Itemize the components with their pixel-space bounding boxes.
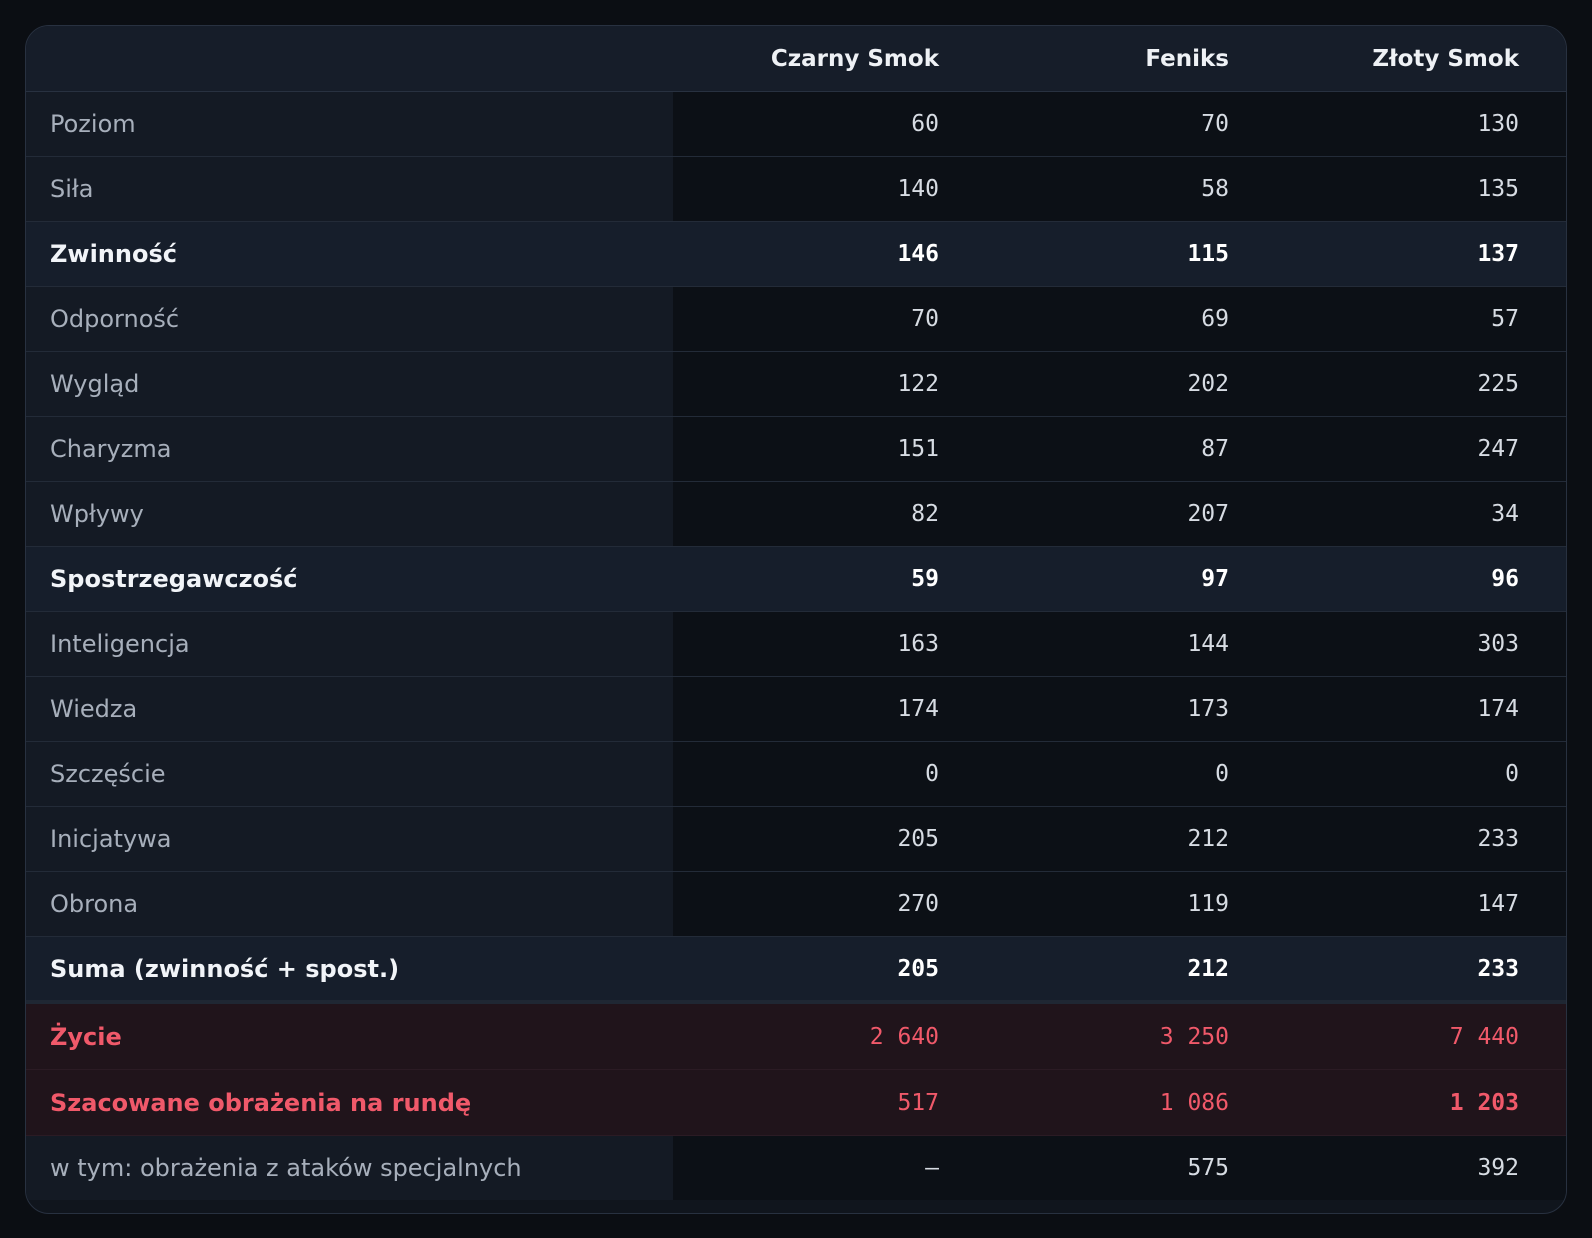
cell-value: 115 <box>1187 241 1229 267</box>
cell-value: 151 <box>897 436 939 462</box>
cell-value: 212 <box>1187 955 1229 982</box>
table-row: Charyzma 151 87 247 <box>26 417 1566 482</box>
cell-value: 174 <box>1477 696 1519 722</box>
table-row-highlighted: Spostrzegawczość 59 97 96 <box>26 547 1566 612</box>
column-header-feniks: Feniks <box>1145 45 1229 72</box>
table-row: Siła 140 58 135 <box>26 157 1566 222</box>
cell-value: 205 <box>897 826 939 852</box>
row-label: Inteligencja <box>26 612 673 676</box>
column-header-czarny-smok: Czarny Smok <box>770 45 939 72</box>
table-header: Czarny Smok Feniks Złoty Smok <box>26 26 1566 92</box>
cell-value: 205 <box>897 955 939 982</box>
cell-value: 233 <box>1477 826 1519 852</box>
row-label: Spostrzegawczość <box>50 565 298 593</box>
table-row: Szczęście 0 0 0 <box>26 742 1566 807</box>
table-row: Poziom 60 70 130 <box>26 92 1566 157</box>
cell-value: 60 <box>911 111 939 137</box>
cell-value: 2 640 <box>869 1023 939 1050</box>
cell-value: 517 <box>897 1089 939 1116</box>
row-label: Odporność <box>26 287 673 351</box>
cell-value: 3 250 <box>1159 1023 1229 1050</box>
cell-value: 130 <box>1477 111 1519 137</box>
table-row-damage: Szacowane obrażenia na rundę 517 1 086 1… <box>26 1070 1566 1136</box>
cell-value: 122 <box>897 371 939 397</box>
cell-value: — <box>925 1155 939 1181</box>
cell-value: 147 <box>1477 891 1519 917</box>
table-row: Inteligencja 163 144 303 <box>26 612 1566 677</box>
cell-value: 0 <box>925 761 939 787</box>
cell-value: 303 <box>1477 631 1519 657</box>
cell-value: 1 086 <box>1159 1089 1229 1116</box>
table-row: Inicjatywa 205 212 233 <box>26 807 1566 872</box>
table-row: Wiedza 174 173 174 <box>26 677 1566 742</box>
table-row: Wygląd 122 202 225 <box>26 352 1566 417</box>
cell-value: 135 <box>1477 176 1519 202</box>
column-header-zloty-smok: Złoty Smok <box>1372 45 1519 72</box>
cell-value: 247 <box>1477 436 1519 462</box>
cell-value: 233 <box>1477 955 1519 982</box>
row-label: Wiedza <box>26 677 673 741</box>
cell-value: 119 <box>1187 891 1229 917</box>
cell-value: 0 <box>1215 761 1229 787</box>
cell-value: 57 <box>1491 306 1519 332</box>
row-label: Charyzma <box>26 417 673 481</box>
cell-value: 212 <box>1187 826 1229 852</box>
stats-table: Czarny Smok Feniks Złoty Smok Poziom 60 … <box>25 25 1567 1214</box>
cell-value: 144 <box>1187 631 1229 657</box>
row-label: Siła <box>26 157 673 221</box>
cell-value: 70 <box>1201 111 1229 137</box>
cell-value: 97 <box>1201 566 1229 592</box>
cell-value: 34 <box>1491 501 1519 527</box>
cell-value: 270 <box>897 891 939 917</box>
cell-value: 225 <box>1477 371 1519 397</box>
cell-value: 69 <box>1201 306 1229 332</box>
row-label: w tym: obrażenia z ataków specjalnych <box>26 1136 673 1200</box>
row-label: Szczęście <box>26 742 673 806</box>
table-row-life: Życie 2 640 3 250 7 440 <box>26 1004 1566 1070</box>
header-empty-cell <box>26 26 673 91</box>
table-row: Odporność 70 69 57 <box>26 287 1566 352</box>
table-row: w tym: obrażenia z ataków specjalnych — … <box>26 1136 1566 1200</box>
cell-value: 1 203 <box>1449 1089 1519 1116</box>
row-label: Zwinność <box>50 240 177 268</box>
cell-value: 82 <box>911 501 939 527</box>
row-label: Inicjatywa <box>26 807 673 871</box>
row-label: Wpływy <box>26 482 673 546</box>
cell-value: 58 <box>1201 176 1229 202</box>
cell-value: 87 <box>1201 436 1229 462</box>
cell-value: 7 440 <box>1449 1023 1519 1050</box>
table-row-sum: Suma (zwinność + spost.) 205 212 233 <box>26 937 1566 1004</box>
cell-value: 59 <box>911 566 939 592</box>
cell-value: 202 <box>1187 371 1229 397</box>
cell-value: 173 <box>1187 696 1229 722</box>
cell-value: 96 <box>1491 566 1519 592</box>
cell-value: 70 <box>911 306 939 332</box>
cell-value: 0 <box>1505 761 1519 787</box>
table-row: Obrona 270 119 147 <box>26 872 1566 937</box>
cell-value: 207 <box>1187 501 1229 527</box>
row-label: Wygląd <box>26 352 673 416</box>
row-label: Szacowane obrażenia na rundę <box>50 1088 472 1117</box>
table-row-highlighted: Zwinność 146 115 137 <box>26 222 1566 287</box>
cell-value: 146 <box>897 241 939 267</box>
cell-value: 140 <box>897 176 939 202</box>
row-label: Obrona <box>26 872 673 936</box>
cell-value: 575 <box>1187 1155 1229 1181</box>
cell-value: 137 <box>1477 241 1519 267</box>
row-label: Suma (zwinność + spost.) <box>50 954 400 983</box>
cell-value: 163 <box>897 631 939 657</box>
cell-value: 174 <box>897 696 939 722</box>
table-row: Wpływy 82 207 34 <box>26 482 1566 547</box>
row-label: Życie <box>50 1022 122 1051</box>
cell-value: 392 <box>1477 1155 1519 1181</box>
row-label: Poziom <box>26 92 673 156</box>
